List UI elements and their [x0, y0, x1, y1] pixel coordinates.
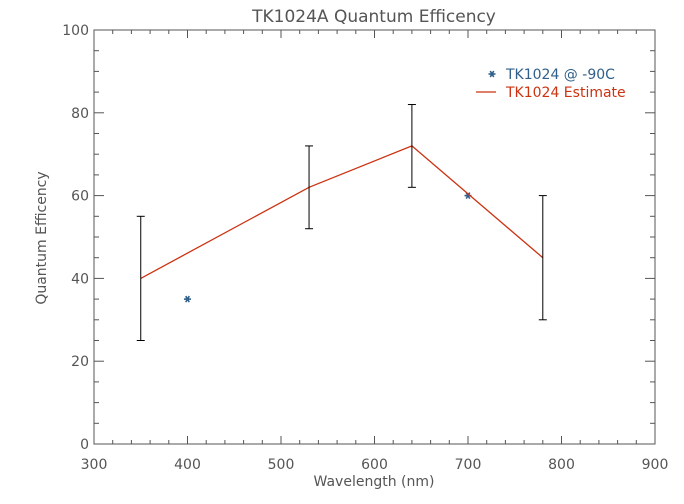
series-layer	[136, 104, 547, 341]
y-tick-label: 20	[71, 354, 89, 370]
data-point	[184, 295, 191, 303]
y-axis-title: Quantum Efficency	[34, 171, 50, 304]
data-point-stroke	[489, 70, 495, 78]
data-point-stroke	[465, 192, 471, 200]
legend-label: TK1024 Estimate	[505, 85, 626, 101]
legend-label: TK1024 @ -90C	[505, 67, 615, 83]
x-tick-label: 300	[81, 457, 108, 473]
axis-tick-labels: 300 400 500 600 700 800 900 0 20 40 60 80 100	[62, 23, 668, 473]
y-tick-label: 0	[80, 437, 89, 453]
x-tick-label: 800	[548, 457, 575, 473]
x-axis-title: Wavelength (nm)	[314, 474, 435, 490]
x-tick-label: 500	[268, 457, 295, 473]
x-tick-label: 600	[361, 457, 388, 473]
legend: TK1024 @ -90C TK1024 Estimate	[476, 67, 626, 101]
error-bar	[305, 145, 314, 230]
y-tick-label: 60	[71, 189, 89, 205]
x-tick-label: 900	[642, 457, 669, 473]
axis-ticks	[93, 29, 656, 445]
error-bar	[538, 195, 547, 321]
x-tick-label: 700	[455, 457, 482, 473]
y-tick-label: 40	[71, 271, 89, 287]
legend-marker	[488, 70, 496, 78]
error-bar	[407, 104, 416, 188]
data-point-stroke	[185, 295, 190, 303]
error-bar	[136, 215, 145, 341]
estimate-line	[140, 145, 544, 279]
chart-title: TK1024A Quantum Efficency	[251, 7, 496, 27]
y-tick-label: 80	[71, 106, 89, 122]
x-tick-label: 400	[174, 457, 201, 473]
y-tick-label: 100	[62, 23, 89, 39]
